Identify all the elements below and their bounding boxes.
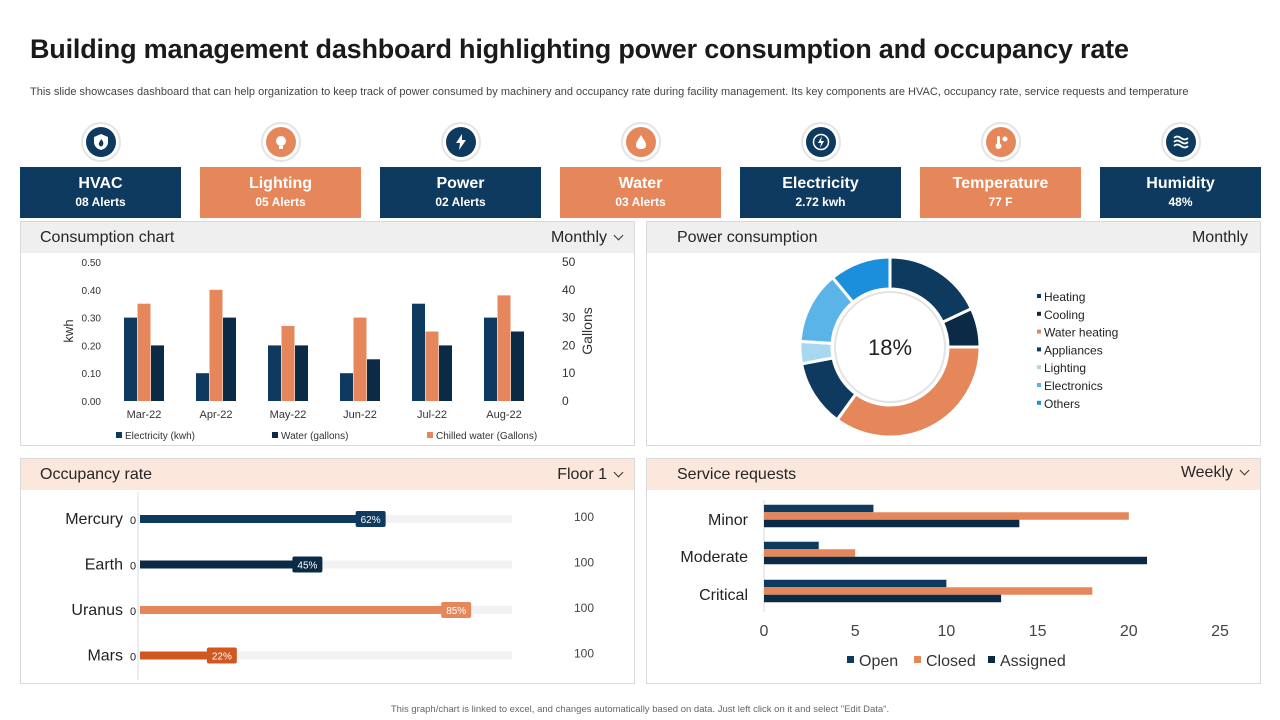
electric-bolt-icon (800, 122, 841, 162)
power-period-dropdown[interactable]: Monthly (1192, 229, 1248, 247)
kpi-name: Power (436, 175, 485, 192)
kpi-value: 02 Alerts (435, 195, 486, 209)
kpi-name: Water (618, 175, 663, 192)
page-title: Building management dashboard highlighti… (30, 34, 1129, 64)
kpi-name: HVAC (78, 175, 123, 192)
power-header: Power consumption Monthly (647, 222, 1260, 253)
kpi-tile-power[interactable]: Power 02 Alerts (380, 167, 541, 218)
kpi-value: 03 Alerts (615, 195, 666, 209)
service-period-dropdown[interactable]: Weekly (1180, 464, 1250, 482)
chevron-down-icon (613, 467, 624, 478)
service-title: Service requests (677, 466, 797, 483)
kpi-value: 2.72 kwh (795, 195, 846, 209)
service-period-label: Weekly (1180, 464, 1233, 481)
lightbulb-icon (260, 122, 301, 162)
flame-shield-icon (80, 122, 121, 162)
kpi-tile-lighting[interactable]: Lighting 05 Alerts (200, 167, 361, 218)
kpi-value: 05 Alerts (255, 195, 306, 209)
waves-icon (1160, 122, 1201, 162)
occupancy-floor-label: Floor 1 (557, 466, 607, 483)
service-header: Service requests Weekly (647, 459, 1260, 490)
kpi-name: Temperature (952, 175, 1049, 192)
kpi-value: 77 F (988, 195, 1013, 209)
kpi-tile-electricity[interactable]: Electricity 2.72 kwh (740, 167, 901, 218)
kpi-tile-hvac[interactable]: HVAC 08 Alerts (20, 167, 181, 218)
consumption-period-dropdown[interactable]: Monthly (550, 229, 624, 247)
page-subtitle: This slide showcases dashboard that can … (30, 86, 1189, 98)
occupancy-title: Occupancy rate (40, 466, 153, 483)
footer-note: This graph/chart is linked to excel, and… (390, 704, 890, 715)
kpi-name: Lighting (248, 175, 313, 192)
occupancy-header: Occupancy rate Floor 1 (21, 459, 634, 490)
service-panel: Service requests Weekly (646, 458, 1261, 684)
lightning-bolt-icon (440, 122, 481, 162)
kpi-value: 48% (1168, 195, 1193, 209)
consumption-panel: Consumption chart Monthly (20, 221, 635, 446)
kpi-value: 08 Alerts (75, 195, 126, 209)
chevron-down-icon (613, 230, 624, 241)
consumption-header: Consumption chart Monthly (21, 222, 634, 253)
kpi-name: Electricity (782, 175, 859, 192)
power-panel: Power consumption Monthly (646, 221, 1261, 446)
occupancy-floor-dropdown[interactable]: Floor 1 (557, 466, 624, 484)
water-drop-icon (620, 122, 661, 162)
kpi-tile-temperature[interactable]: Temperature 77 F (920, 167, 1081, 218)
consumption-title: Consumption chart (40, 229, 175, 246)
thermometer-sun-icon (980, 122, 1021, 162)
power-title: Power consumption (677, 229, 818, 246)
consumption-period-label: Monthly (550, 229, 607, 246)
kpi-tile-water[interactable]: Water 03 Alerts (560, 167, 721, 218)
kpi-name: Humidity (1146, 175, 1215, 192)
occupancy-panel: Occupancy rate Floor 1 (20, 458, 635, 684)
chevron-down-icon (1239, 465, 1250, 476)
kpi-tile-humidity[interactable]: Humidity 48% (1100, 167, 1261, 218)
power-period-label: Monthly (1191, 229, 1248, 246)
